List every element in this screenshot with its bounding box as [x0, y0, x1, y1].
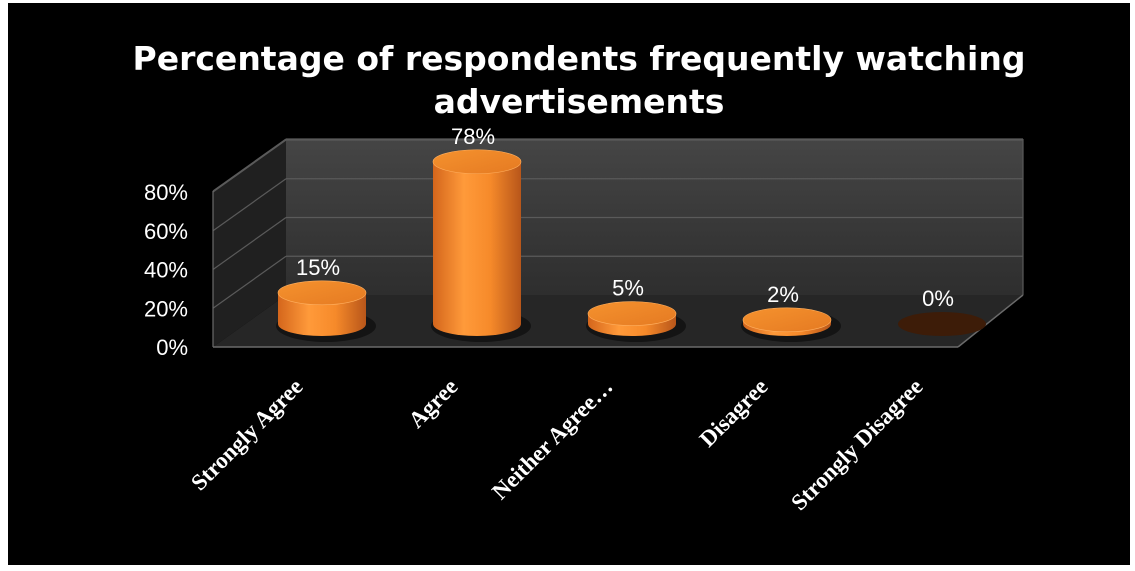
y-tick-label: 0%: [156, 335, 188, 360]
data-label: 5%: [612, 276, 644, 301]
data-label: 15%: [296, 255, 340, 280]
bar-top: [742, 307, 832, 333]
gridline-side: [212, 217, 287, 270]
gridline-side: [212, 178, 287, 232]
x-category-label: Disagree: [695, 374, 773, 452]
chart-area: Percentage of respondents frequently wat…: [8, 3, 1130, 565]
data-labels: 15% 78% 5% 2% 0%: [296, 124, 954, 311]
bar-body: [278, 292, 366, 336]
bar-base: [898, 312, 986, 336]
x-category-label: Neither Agree…: [487, 374, 617, 504]
x-category-label: Agree: [404, 374, 463, 433]
bar: [741, 307, 841, 342]
bar-top: [432, 149, 522, 175]
x-category-label: Strongly Agree: [186, 374, 307, 495]
bar-chart: Percentage of respondents frequently wat…: [133, 39, 1026, 515]
data-label: 2%: [767, 282, 799, 307]
bar: [276, 280, 376, 342]
gridline-side: [212, 255, 287, 309]
gridline-side: [212, 139, 287, 193]
bar: [586, 301, 686, 342]
bar: [431, 149, 531, 342]
data-label: 0%: [922, 286, 954, 311]
y-tick-label: 60%: [144, 219, 188, 244]
chart-title-line-1: Percentage of respondents frequently wat…: [133, 39, 1026, 78]
bar: [898, 312, 986, 336]
bar-top: [587, 301, 677, 326]
bar-top: [277, 280, 367, 306]
floor-right-edge: [957, 294, 1024, 348]
y-tick-label: 80%: [144, 180, 188, 205]
x-category-label: Strongly Disagree: [786, 374, 927, 515]
x-axis-categories: Strongly Agree Agree Neither Agree… Disagre…: [186, 374, 927, 515]
bar-body: [433, 161, 521, 336]
bars: [276, 149, 986, 342]
chart-title-line-2: advertisements: [434, 82, 725, 121]
y-axis-ticks: 0% 20% 40% 60% 80%: [144, 180, 188, 360]
y-tick-label: 40%: [144, 258, 188, 283]
chart-title: Percentage of respondents frequently wat…: [133, 39, 1026, 121]
y-tick-label: 20%: [144, 296, 188, 321]
data-label: 78%: [451, 124, 495, 149]
gridline-side-top: [212, 138, 287, 192]
